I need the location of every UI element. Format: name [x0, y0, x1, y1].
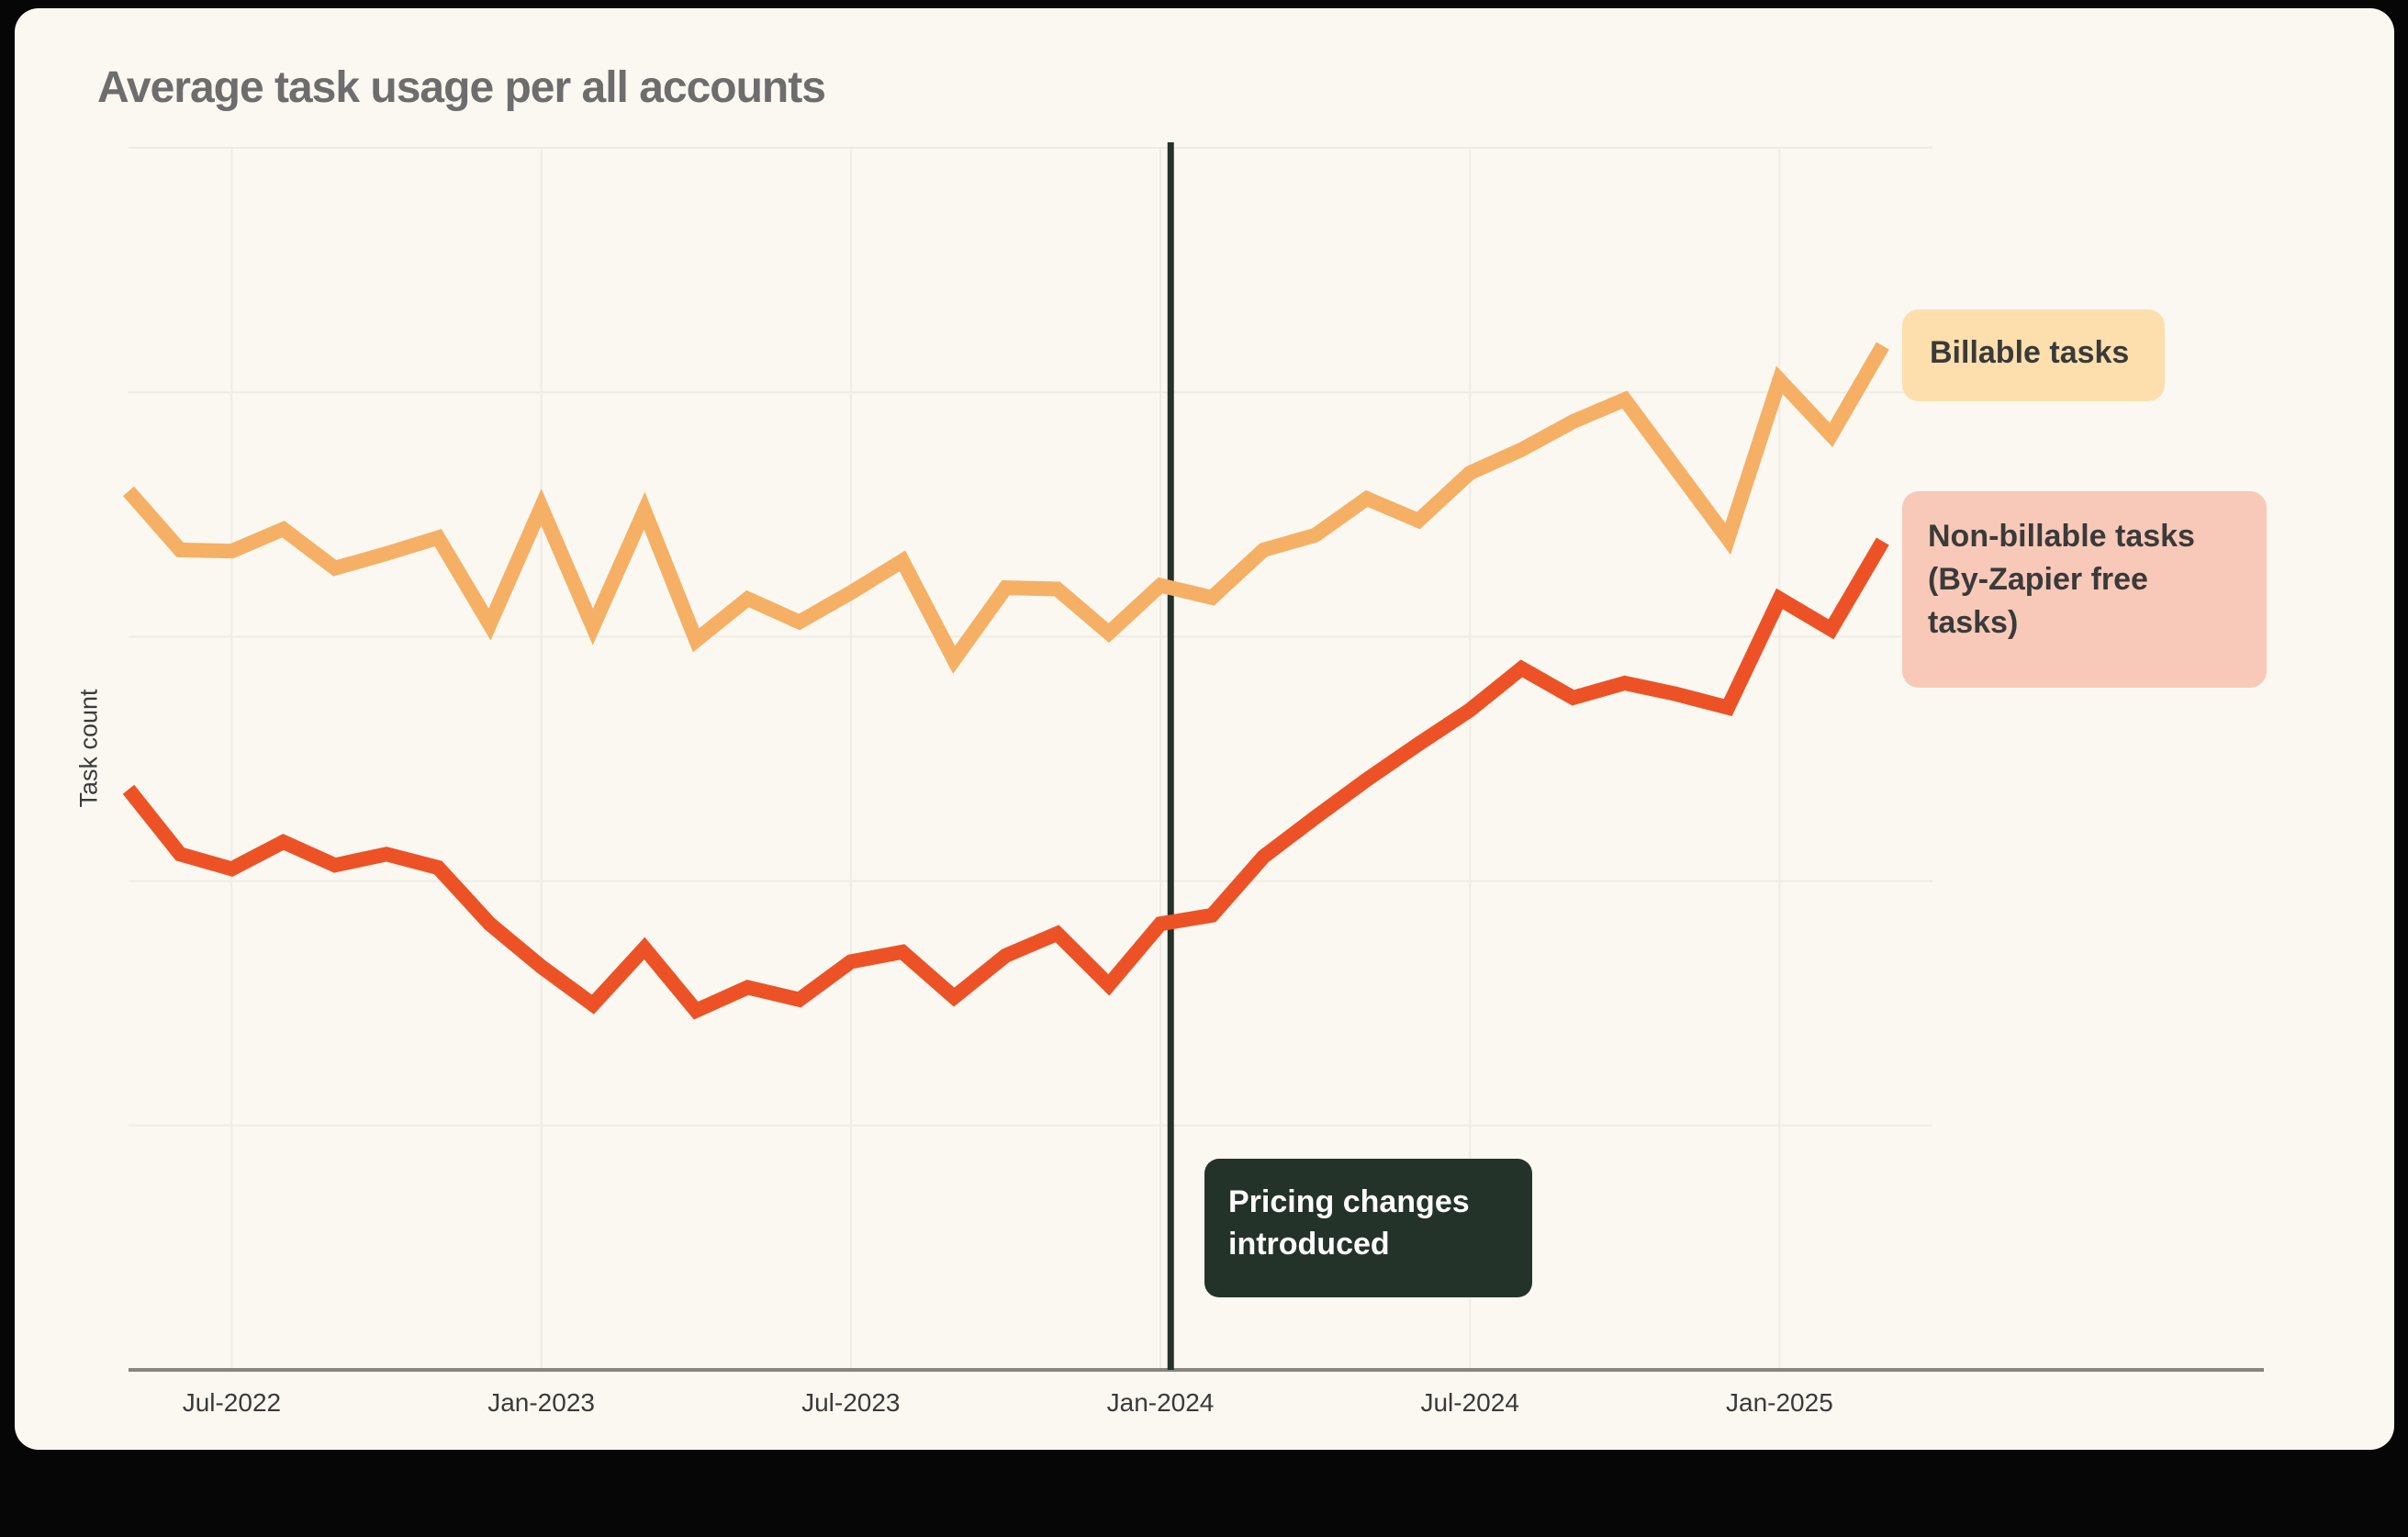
x-tick-label: Jan-2023 [487, 1388, 595, 1417]
y-axis-label: Task count [74, 689, 103, 808]
x-tick-label: Jul-2023 [801, 1388, 901, 1417]
legend-billable-badge: Billable tasks [1902, 309, 2165, 401]
x-tick-label: Jan-2025 [1726, 1388, 1833, 1417]
x-tick-label: Jan-2024 [1106, 1388, 1215, 1417]
x-tick-label: Jul-2022 [182, 1388, 282, 1417]
legend-nonbillable-badge: Non-billable tasks (By-Zapier free tasks… [1902, 491, 2267, 688]
page-title: Average task usage per all accounts [97, 63, 826, 112]
x-tick-label: Jul-2024 [1420, 1388, 1519, 1417]
pricing-annotation-box: Pricing changes introduced [1204, 1159, 1532, 1297]
